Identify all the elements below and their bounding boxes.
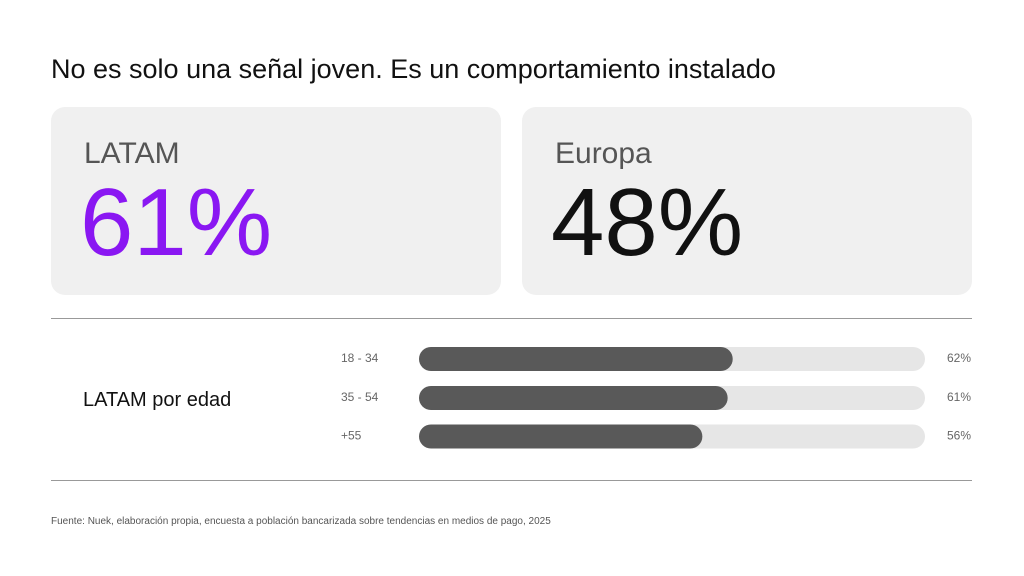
- chart-title: LATAM por edad: [83, 389, 231, 411]
- bar: [419, 347, 733, 371]
- category-label: 35 - 54: [341, 390, 379, 404]
- value-label: 56%: [947, 429, 971, 443]
- card-label: LATAM: [84, 137, 180, 170]
- card-value: 61%: [80, 169, 272, 276]
- card-value: 48%: [551, 169, 743, 276]
- source-note: Fuente: Nuek, elaboración propia, encues…: [51, 516, 551, 527]
- card: [51, 107, 501, 295]
- card-label: Europa: [555, 137, 652, 170]
- page-title: No es solo una señal joven. Es un compor…: [51, 54, 776, 84]
- value-label: 61%: [947, 390, 971, 404]
- category-label: +55: [341, 429, 362, 443]
- bar: [419, 424, 703, 449]
- category-label: 18 - 34: [341, 351, 379, 365]
- card: [522, 107, 972, 295]
- bar: [419, 386, 728, 410]
- value-label: 62%: [947, 351, 971, 365]
